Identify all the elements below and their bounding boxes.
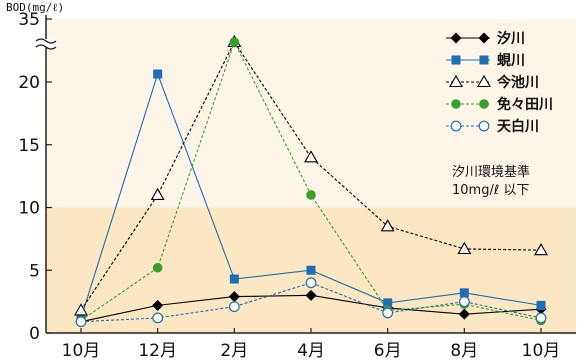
series-layer	[74, 34, 548, 328]
standard-note-line: 10mg/ℓ 以下	[452, 183, 529, 198]
data-point	[228, 291, 240, 303]
data-point	[306, 265, 316, 275]
data-point	[535, 312, 547, 324]
data-point	[304, 150, 318, 163]
legend-marker	[451, 55, 461, 65]
x-tick-label: 4月	[297, 341, 325, 361]
y-tick-label: 20	[18, 73, 40, 93]
x-tick-label: 8月	[450, 341, 478, 361]
series-2	[76, 69, 546, 323]
data-point	[459, 288, 469, 298]
data-point	[306, 190, 316, 200]
axis-break-gap	[36, 39, 56, 47]
data-point	[457, 241, 472, 254]
legend-label: 蜆川	[497, 53, 525, 69]
axis-break-wave-top	[35, 38, 57, 44]
series-5	[75, 277, 547, 328]
axis-break-wave-bottom	[35, 44, 57, 50]
x-tick-label: 12月	[138, 341, 177, 361]
data-point	[152, 312, 164, 324]
data-point	[228, 301, 240, 313]
data-point	[150, 187, 165, 200]
legend-marker	[449, 74, 463, 88]
data-point	[229, 274, 239, 284]
legend-label: 天白川	[497, 118, 539, 135]
data-point	[153, 69, 163, 79]
data-point	[229, 37, 240, 47]
data-point	[152, 262, 163, 273]
legend-label: 免々田川	[497, 96, 553, 113]
data-point	[380, 219, 395, 232]
y-tick-label: 15	[18, 136, 40, 156]
x-tick-label: 6月	[374, 341, 402, 361]
x-tick-label: 10月	[522, 341, 561, 361]
legend-marker	[477, 74, 491, 88]
y-tick-label: 10	[18, 199, 40, 219]
y-tick-label: 0	[29, 324, 40, 344]
plot-background-upper	[46, 19, 576, 208]
standard-band-layer	[46, 19, 576, 333]
legend-label: 汐川	[497, 30, 525, 47]
data-point	[305, 277, 317, 289]
standard-note-line: 汐川環境基準	[452, 164, 530, 180]
standard-note: 汐川環境基準 10mg/ℓ 以下	[452, 164, 530, 198]
data-point	[383, 298, 393, 308]
legend-marker	[478, 120, 490, 132]
legend-marker	[450, 32, 462, 44]
data-point	[382, 307, 394, 319]
legend-marker	[479, 99, 489, 109]
data-point	[458, 308, 470, 320]
y-unit-label: BOD(mg/ℓ)	[6, 1, 64, 14]
axis-layer: BOD(mg/ℓ) 0 5 10 15 20 35 10月 12月 2月 4月 6月 8月 10月	[6, 1, 576, 361]
data-point	[75, 316, 87, 328]
data-point	[536, 300, 546, 310]
legend-marker	[479, 55, 489, 65]
data-point	[152, 299, 164, 311]
x-tick-label: 10月	[62, 341, 101, 361]
data-point	[305, 289, 317, 301]
data-point	[74, 303, 88, 316]
y-tick-label: 5	[29, 261, 40, 281]
legend-label: 今池川	[496, 74, 539, 91]
data-point	[534, 243, 548, 256]
legend-marker	[450, 120, 462, 132]
legend-marker	[451, 99, 461, 109]
legend-marker	[478, 32, 490, 44]
data-point	[458, 296, 470, 308]
y-tick-label: 35	[18, 10, 40, 30]
x-tick-label: 2月	[220, 341, 248, 361]
